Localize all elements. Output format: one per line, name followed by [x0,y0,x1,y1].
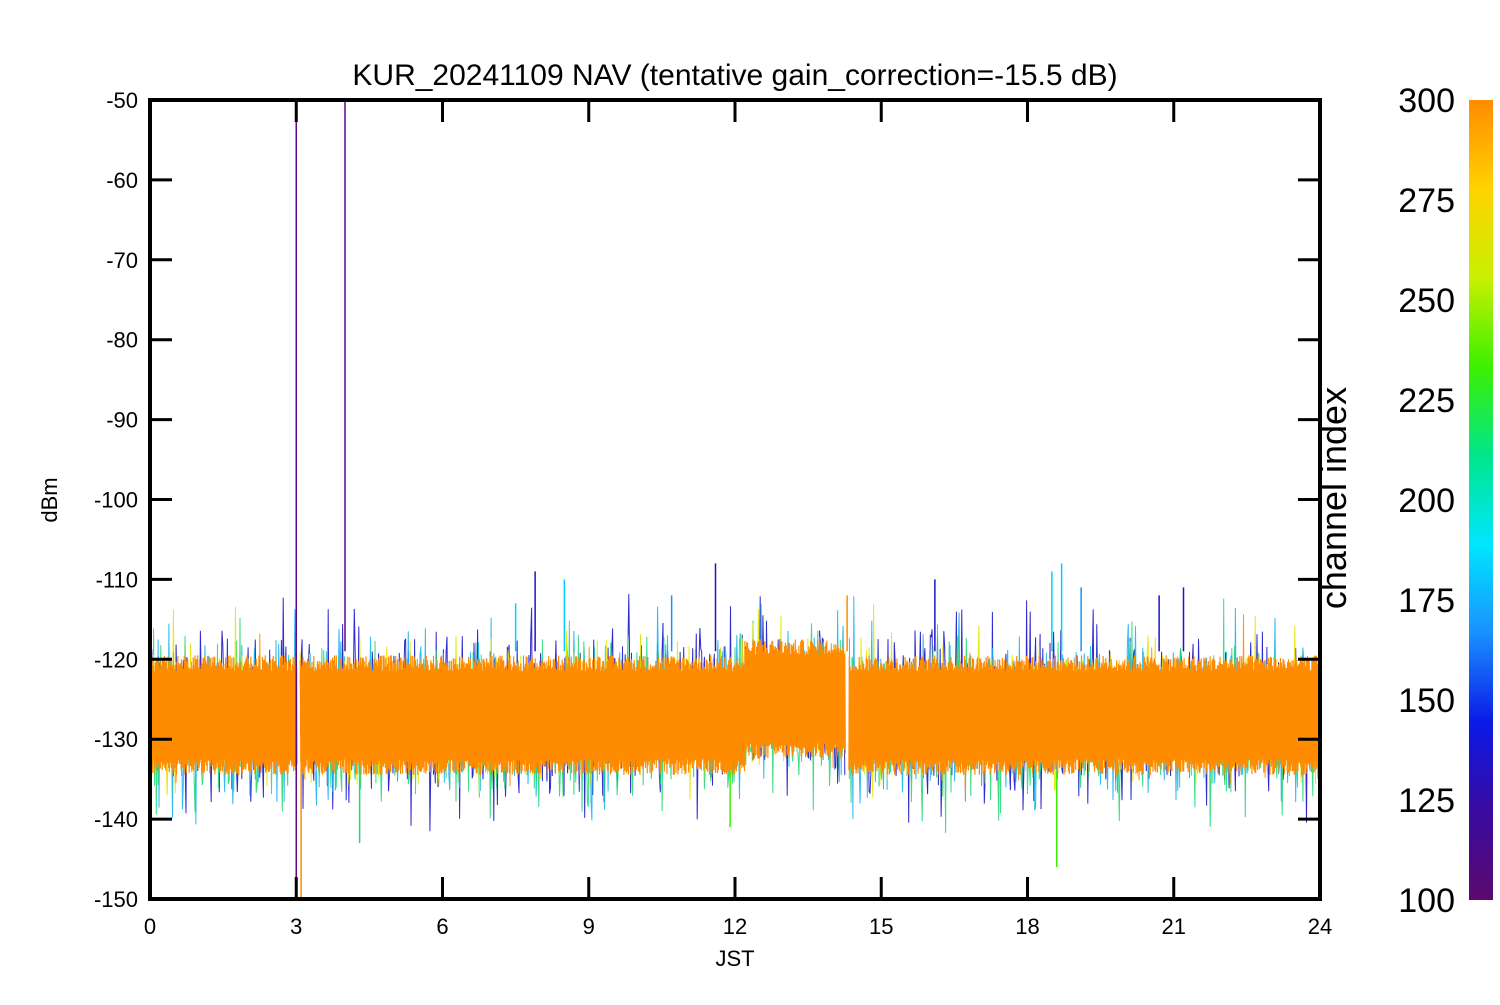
colorbar-tick-label-8: 100 [1398,882,1455,920]
x-axis: 0 3 6 9 12 15 18 21 24 [144,100,1332,939]
y-tick-label-2: -70 [106,248,138,273]
y-tick-label-9: -140 [94,807,138,832]
y-axis: -50 -60 -70 -80 -90 -100 -110 -120 -130 -140 -150 [94,88,1320,912]
y-tick-label-6: -110 [96,567,138,592]
series-layer [150,100,1320,899]
x-tick-label-7: 21 [1162,914,1186,939]
chart-title: KUR_20241109 NAV (tentative gain_correct… [352,59,1117,92]
x-tick-label-3: 9 [583,914,595,939]
plot-frame [148,98,1322,901]
colorbar-tick-label-4: 200 [1398,482,1455,520]
plot-area [150,100,1320,899]
x-axis-label: JST [715,946,754,971]
colorbar-tick-label-2: 250 [1398,282,1455,320]
y-tick-label-3: -80 [106,328,138,353]
x-tick-label-6: 18 [1015,914,1039,939]
x-tick-label-2: 6 [436,914,448,939]
colorbar-tick-label-6: 150 [1398,682,1455,720]
y-axis-label: dBm [37,477,62,522]
colorbar-label: channel index [1313,387,1354,609]
x-tick-label-4: 12 [723,914,747,939]
y-tick-label-5: -100 [94,488,138,513]
colorbar-tick-label-7: 125 [1398,782,1455,820]
x-tick-label-0: 0 [144,914,156,939]
y-tick-label-4: -90 [106,408,138,433]
colorbar: 300 275 250 225 200 175 150 125 100 [1398,82,1493,920]
x-tick-label-5: 15 [869,914,893,939]
y-tick-label-0: -50 [106,88,138,113]
colorbar-tick-label-5: 175 [1398,582,1455,620]
x-tick-label-1: 3 [290,914,302,939]
y-tick-label-8: -130 [94,727,138,752]
colorbar-tick-label-3: 225 [1398,382,1455,420]
y-tick-label-10: -150 [94,887,138,912]
y-tick-label-1: -60 [106,168,138,193]
x-tick-label-8: 24 [1308,914,1332,939]
series-core-line [150,639,1320,776]
y-tick-label-7: -120 [94,647,138,672]
colorbar-tick-label-1: 275 [1398,182,1455,220]
colorbar-gradient [1469,100,1493,900]
colorbar-tick-label-0: 300 [1398,82,1455,120]
